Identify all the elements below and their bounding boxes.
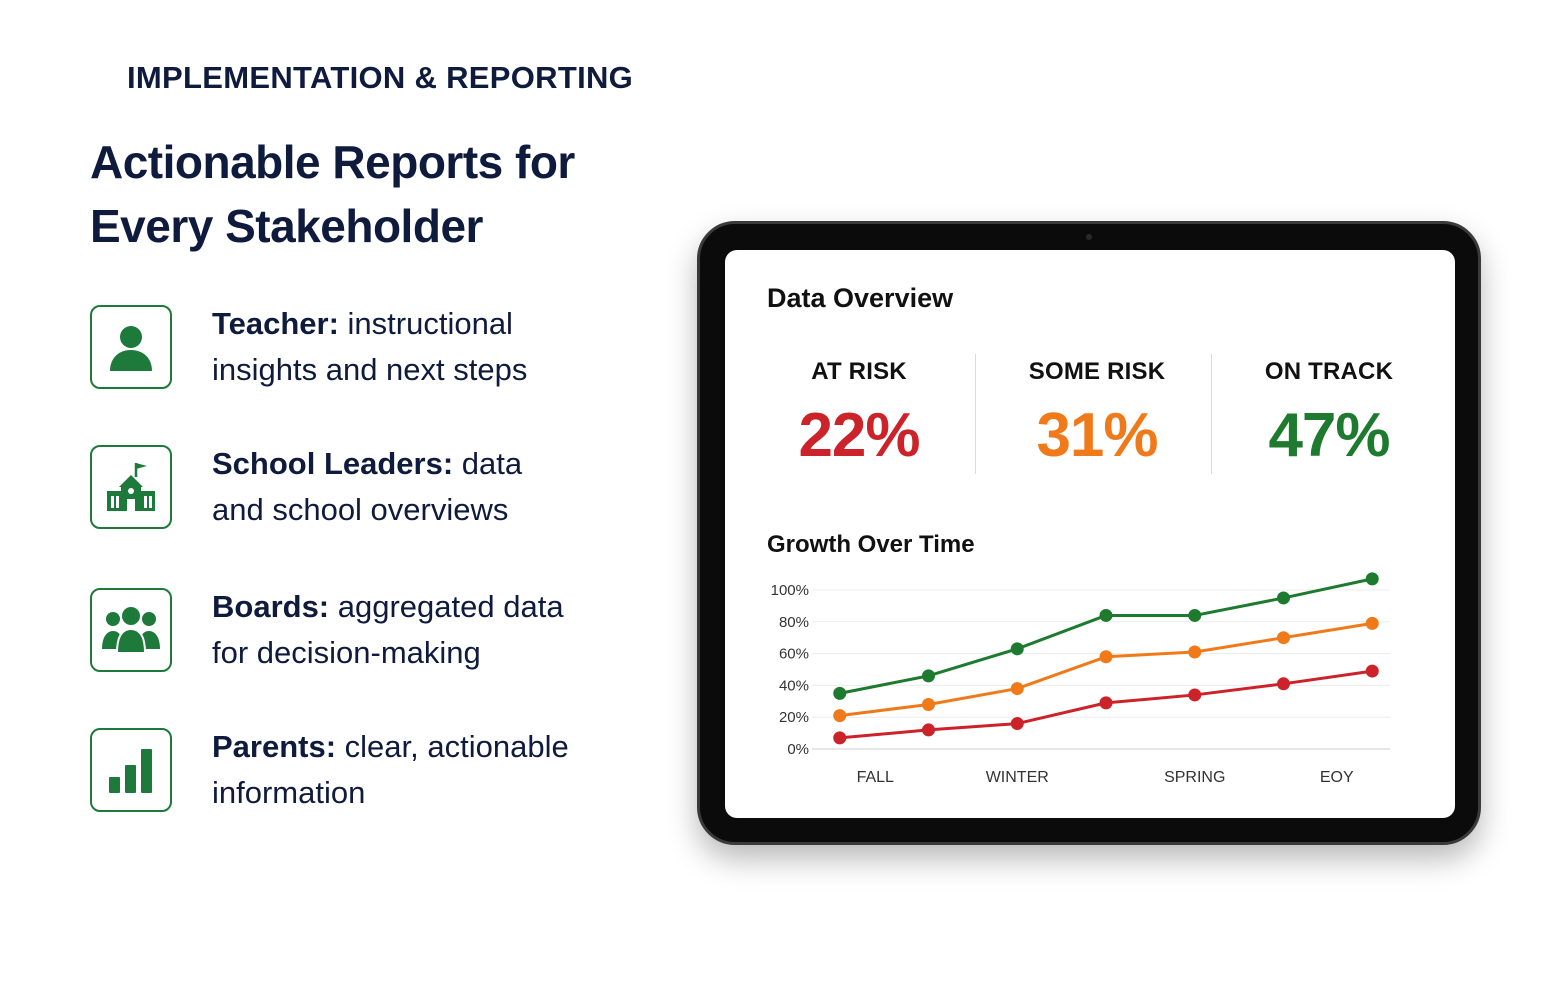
data-point (833, 731, 847, 745)
data-point (1010, 642, 1024, 656)
chart-title: Growth Over Time (767, 531, 975, 558)
data-point (1365, 572, 1379, 586)
headline-line-2: Every Stakeholder (90, 200, 483, 252)
stakeholder-desc: clear, actionable (336, 729, 569, 764)
metric-value: 31% (1036, 401, 1158, 470)
metric-divider (975, 354, 976, 474)
data-point (833, 709, 847, 723)
metric-label: AT RISK (811, 358, 907, 385)
camera-dot (1086, 234, 1092, 240)
y-tick-label: 60% (779, 646, 809, 663)
metric-value: 22% (798, 401, 920, 470)
stakeholder-role: Boards: (212, 589, 330, 624)
stakeholder-text: Boards: aggregated data for decision-mak… (212, 584, 652, 676)
x-tick-label: EOY (1320, 769, 1354, 786)
bar-chart-icon (90, 728, 172, 812)
headline: Actionable Reports for Every Stakeholder (90, 130, 575, 258)
y-tick-label: 0% (787, 741, 809, 758)
metric-value: 47% (1268, 401, 1390, 470)
metric-label: SOME RISK (1028, 358, 1166, 385)
data-point (1099, 696, 1113, 710)
metric-some-risk: SOME RISK 31% (987, 358, 1207, 471)
growth-chart: 0% 20% 40% 60% 80% 100% FALL WINTER SPRING EOY (771, 572, 1390, 786)
metric-at-risk: AT RISK 22% (749, 358, 969, 471)
stakeholder-text: Teacher: instructional insights and next… (212, 301, 652, 393)
stakeholder-desc: data (453, 446, 523, 481)
x-tick-label: SPRING (1164, 769, 1225, 786)
data-point (1010, 717, 1024, 731)
data-point (833, 686, 847, 700)
stakeholder-desc: instructional (338, 306, 513, 341)
dashboard-title: Data Overview (767, 283, 954, 313)
y-tick-label: 20% (779, 709, 809, 726)
person-icon (90, 305, 172, 389)
stakeholder-role: Parents: (212, 729, 337, 764)
data-point (1277, 591, 1290, 605)
stakeholder-boards: Boards: aggregated data for decision-mak… (90, 588, 650, 678)
stakeholder-desc-2: information (212, 775, 366, 810)
data-point (1188, 645, 1202, 659)
data-point (1277, 677, 1290, 691)
stakeholder-desc-2: insights and next steps (212, 352, 528, 387)
data-point (922, 723, 935, 737)
headline-line-1: Actionable Reports for (90, 136, 575, 188)
stakeholder-text: School Leaders: data and school overview… (212, 441, 652, 533)
stakeholder-school-leaders: School Leaders: data and school overview… (90, 445, 650, 535)
dashboard-screen: Data Overview AT RISK 22% SOME RISK 31% … (725, 250, 1455, 818)
data-point (1099, 650, 1113, 664)
metric-label: ON TRACK (1264, 358, 1394, 385)
school-icon (90, 445, 172, 529)
y-tick-label: 100% (771, 582, 809, 599)
stakeholder-role: Teacher: (212, 306, 339, 341)
tablet-device: Data Overview AT RISK 22% SOME RISK 31% … (697, 221, 1481, 845)
data-point (922, 669, 935, 683)
data-point (1365, 664, 1379, 678)
stakeholder-desc-2: and school overviews (212, 492, 509, 527)
stakeholder-desc: aggregated data (329, 589, 564, 624)
metric-divider (1211, 354, 1212, 474)
data-point (922, 697, 935, 711)
group-icon (90, 588, 172, 672)
data-point (1188, 688, 1202, 702)
data-point (1010, 682, 1024, 696)
data-point (1365, 616, 1379, 630)
x-tick-label: WINTER (986, 769, 1049, 786)
x-tick-label: FALL (857, 769, 894, 786)
data-point (1188, 608, 1202, 622)
stakeholder-teacher: Teacher: instructional insights and next… (90, 305, 650, 395)
stakeholder-desc-2: for decision-making (212, 635, 481, 670)
y-tick-label: 80% (779, 614, 809, 631)
stakeholder-text: Parents: clear, actionable information (212, 724, 652, 816)
section-eyebrow: IMPLEMENTATION & REPORTING (127, 60, 634, 95)
y-tick-label: 40% (779, 677, 809, 694)
stakeholder-parents: Parents: clear, actionable information (90, 728, 650, 818)
stakeholder-role: School Leaders: (212, 446, 454, 481)
data-point (1099, 608, 1113, 622)
data-point (1277, 631, 1290, 645)
metric-on-track: ON TRACK 47% (1219, 358, 1439, 471)
